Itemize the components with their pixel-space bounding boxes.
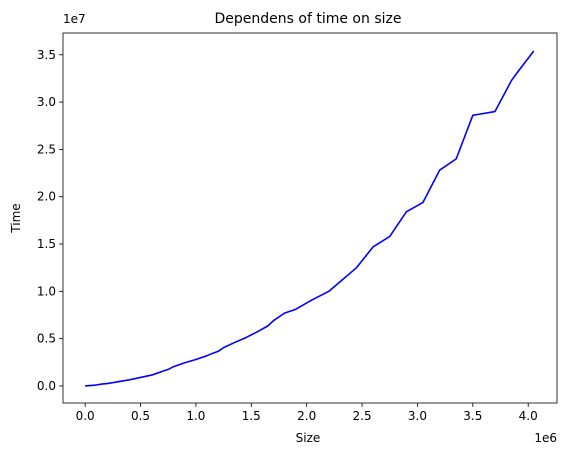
x-offset-label: 1e6 (534, 431, 557, 445)
x-axis-ticks: 0.0 0.5 1.0 1.5 2.0 2.5 3.0 3.5 4.0 (76, 403, 538, 423)
x-tick-label: 3.5 (463, 409, 482, 423)
x-tick-label: 3.0 (408, 409, 427, 423)
y-tick-label: 3.5 (37, 48, 56, 62)
plot-frame (62, 32, 558, 404)
x-axis-label: Size (296, 431, 321, 445)
y-axis-ticks: 0.0 0.5 1.0 1.5 2.0 2.5 3.0 3.5 (37, 48, 63, 393)
x-tick-label: 2.5 (353, 409, 372, 423)
x-tick-label: 1.5 (242, 409, 261, 423)
y-tick-label: 3.0 (37, 95, 56, 109)
y-tick-label: 0.0 (37, 379, 56, 393)
y-offset-label: 1e7 (63, 12, 86, 26)
x-tick-label: 0.0 (76, 409, 95, 423)
x-tick-label: 4.0 (519, 409, 538, 423)
y-tick-label: 0.5 (37, 332, 56, 346)
plot-area (62, 32, 558, 404)
x-tick-label: 1.0 (186, 409, 205, 423)
y-tick-label: 2.0 (37, 190, 56, 204)
x-tick-label: 2.0 (297, 409, 316, 423)
y-tick-label: 1.5 (37, 237, 56, 251)
y-tick-label: 2.5 (37, 142, 56, 156)
x-tick-label: 0.5 (131, 409, 150, 423)
y-tick-label: 1.0 (37, 284, 56, 298)
chart-title: Dependens of time on size (215, 11, 402, 27)
y-axis-label: Time (9, 203, 23, 233)
series-line (85, 50, 535, 387)
